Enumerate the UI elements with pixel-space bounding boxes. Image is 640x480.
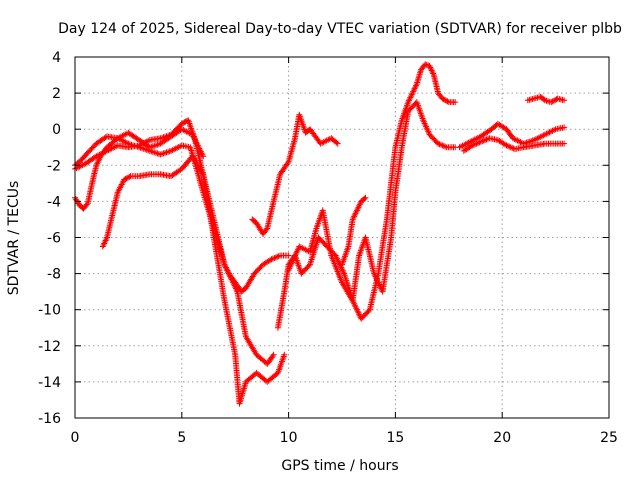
data-point: [362, 194, 369, 201]
y-axis-label: SDTVAR / TECUs: [6, 181, 22, 296]
data-point: [272, 254, 279, 261]
data-point: [476, 139, 483, 146]
x-tick-label: 5: [177, 430, 186, 446]
data-point: [422, 61, 429, 68]
data-point: [540, 96, 547, 103]
y-tick-label: 4: [52, 50, 61, 66]
data-point: [268, 256, 275, 263]
y-tick-label: -4: [47, 194, 61, 210]
y-tick-label: 0: [52, 122, 61, 138]
chart-title: Day 124 of 2025, Sidereal Day-to-day VTE…: [58, 21, 622, 37]
y-tick-label: -6: [47, 231, 61, 247]
data-point: [561, 140, 568, 147]
data-point: [285, 252, 292, 259]
data-point: [284, 160, 291, 167]
series-sat-h: [339, 194, 369, 268]
data-point: [439, 142, 446, 149]
series-sat-j: [460, 135, 568, 154]
data-point: [443, 97, 450, 104]
y-tick-label: -2: [47, 158, 61, 174]
data-point: [506, 143, 513, 150]
data-point: [444, 98, 451, 105]
data-point: [503, 142, 510, 149]
data-point: [269, 353, 276, 360]
data-point: [561, 124, 568, 131]
data-point: [482, 137, 489, 143]
data-point: [470, 141, 477, 148]
data-point: [121, 176, 128, 183]
data-point: [504, 143, 511, 149]
x-tick-label: 15: [386, 430, 404, 446]
data-point: [200, 153, 207, 160]
data-point: [270, 351, 277, 358]
series-sat-g: [285, 99, 459, 304]
x-tick-label: 0: [71, 430, 80, 446]
data-point: [548, 99, 555, 106]
series-sat-d: [99, 153, 292, 295]
series-sat-k: [524, 93, 568, 106]
data-point: [263, 226, 270, 233]
data-point: [480, 137, 487, 144]
data-point: [274, 253, 281, 260]
data-point: [122, 176, 129, 182]
y-tick-label: 2: [52, 86, 61, 102]
x-tick-label: 20: [493, 430, 511, 446]
y-tick-label: -10: [38, 303, 61, 319]
y-tick-label: -8: [47, 267, 61, 283]
data-point: [549, 98, 556, 105]
y-tick-label: -16: [38, 411, 61, 427]
data-point: [479, 138, 486, 145]
series-sat-i: [456, 120, 568, 151]
data-point: [469, 142, 476, 149]
data-point: [509, 144, 516, 151]
x-tick-label: 10: [280, 430, 298, 446]
data-point: [281, 351, 288, 358]
data-point: [123, 175, 130, 182]
data-point: [473, 140, 480, 147]
data-point: [440, 143, 447, 149]
data-point: [334, 140, 341, 147]
data-point: [475, 140, 481, 146]
x-tick-label: 25: [600, 430, 618, 446]
y-tick-label: -12: [38, 339, 61, 355]
data-point: [126, 173, 133, 180]
series-sat-e: [249, 111, 341, 237]
axis-ticks: 0 5 10 15 20 25 -16 -14 -12 -10 -8 -6 -4 -2 0 2 4: [38, 50, 618, 446]
y-tick-label: -14: [38, 375, 61, 391]
data-point: [361, 195, 368, 202]
series-sat-f: [274, 61, 459, 331]
data-point: [561, 97, 568, 104]
x-axis-label: GPS time / hours: [281, 458, 398, 474]
series-sat-c: [72, 126, 207, 212]
data-point: [435, 140, 442, 147]
data-point: [333, 139, 340, 146]
data-point: [452, 99, 459, 106]
data-point: [438, 141, 444, 148]
data-point: [271, 255, 278, 261]
